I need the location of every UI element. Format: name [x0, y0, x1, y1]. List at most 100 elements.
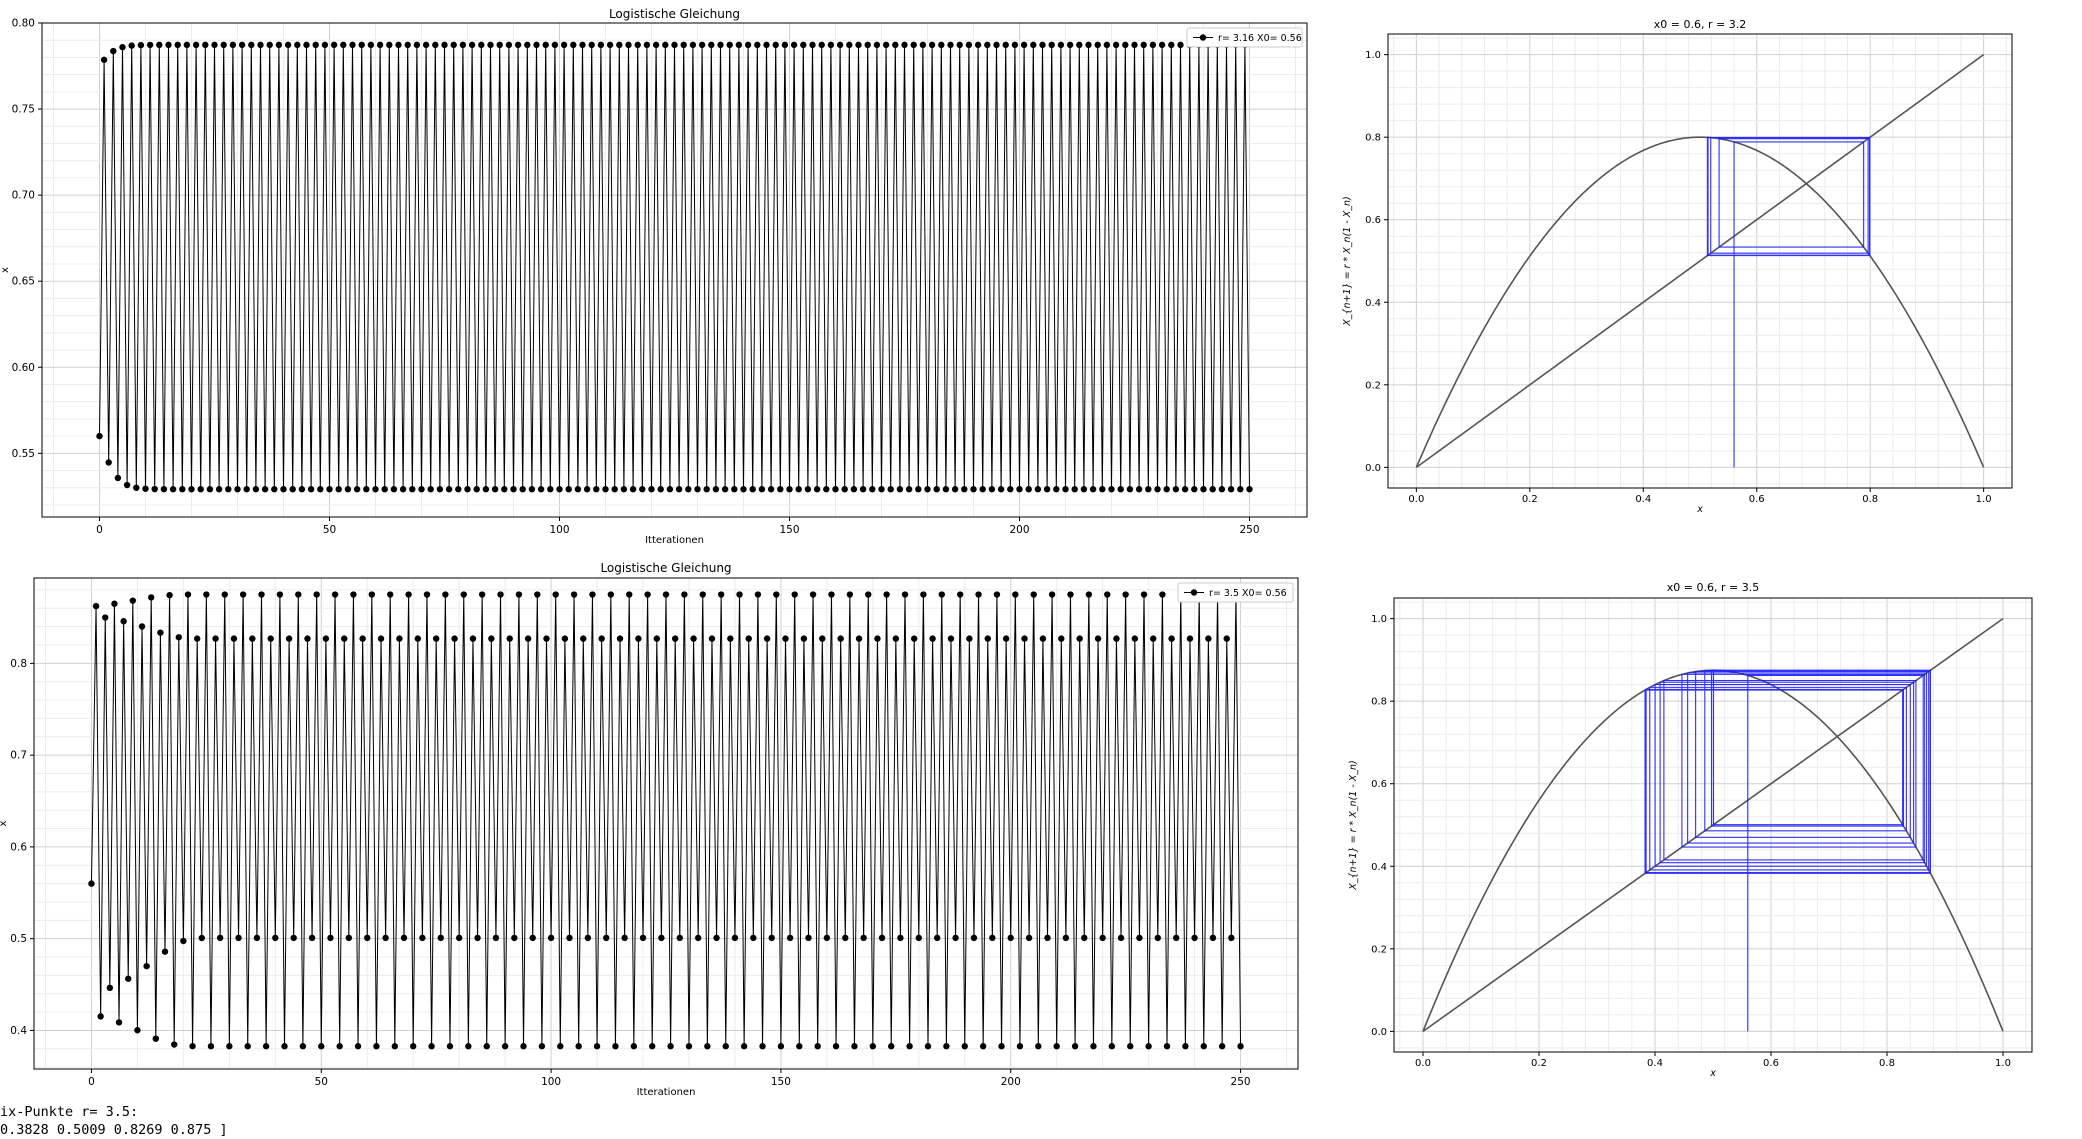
data-point: [442, 591, 449, 598]
data-point: [515, 591, 523, 598]
data-point: [344, 486, 352, 493]
data-point: [460, 591, 467, 598]
data-point: [327, 934, 334, 942]
data-point: [221, 591, 228, 598]
data-point: [1191, 486, 1198, 493]
data-point: [1122, 41, 1129, 49]
data-point: [1209, 934, 1217, 942]
x-tick-label: 250: [1239, 524, 1259, 536]
data-point: [652, 41, 660, 49]
data-point: [105, 459, 112, 466]
legend-box: [1177, 582, 1294, 603]
data-point: [979, 486, 986, 493]
data-point: [1076, 41, 1083, 49]
data-point: [330, 41, 338, 49]
data-point: [869, 1043, 877, 1050]
data-point: [735, 41, 743, 49]
data-point: [1099, 934, 1106, 942]
data-point: [1136, 934, 1143, 942]
data-point: [1237, 1043, 1244, 1050]
data-point: [920, 591, 927, 598]
data-point: [1209, 486, 1216, 493]
data-point: [777, 486, 784, 493]
data-point: [1089, 486, 1097, 493]
data-point: [869, 486, 876, 493]
data-point: [566, 934, 573, 942]
data-point: [708, 41, 715, 49]
data-point: [468, 41, 476, 49]
data-point: [341, 635, 348, 642]
data-point: [782, 635, 789, 642]
data-point: [942, 486, 950, 493]
data-point: [1104, 591, 1111, 598]
data-point: [1159, 591, 1166, 598]
data-point: [749, 486, 756, 493]
data-point: [1053, 486, 1060, 493]
data-point: [1066, 41, 1074, 49]
data-point: [1076, 635, 1083, 642]
data-point: [326, 486, 333, 493]
data-point: [988, 486, 996, 493]
data-point: [1182, 1043, 1189, 1050]
data-point: [648, 486, 655, 493]
data-point: [363, 486, 370, 493]
data-point: [1099, 486, 1106, 493]
data-point: [114, 474, 122, 482]
data-point: [1168, 41, 1175, 49]
data-point: [790, 41, 798, 49]
data-point: [938, 591, 945, 598]
data-point: [372, 486, 379, 493]
plot-frame: [1387, 33, 2013, 489]
data-point: [336, 1043, 343, 1050]
data-point: [1048, 41, 1055, 49]
y-axis-label: x: [0, 267, 11, 273]
data-point: [721, 486, 729, 493]
y-tick-label: 0.0: [1371, 1027, 1387, 1038]
x-tick-label: 0.4: [1647, 1058, 1663, 1069]
data-point: [804, 486, 812, 493]
cobweb-path: [1644, 669, 1932, 1032]
data-point: [961, 486, 968, 493]
data-point: [303, 41, 310, 49]
x-tick-label: 0.2: [1522, 494, 1538, 505]
chart-title: Logistische Gleichung: [609, 7, 740, 21]
data-point: [1172, 934, 1180, 942]
data-point: [318, 1043, 325, 1050]
data-point: [1062, 934, 1070, 942]
data-point: [102, 614, 109, 621]
data-point: [1117, 934, 1125, 942]
data-point: [1140, 41, 1147, 49]
y-tick-label: 0.5: [10, 933, 27, 945]
data-point: [331, 591, 339, 598]
data-point: [593, 486, 600, 493]
y-tick-label: 0.7: [10, 750, 27, 762]
data-point: [111, 600, 118, 607]
console-line-1: ix-Punkte r= 3.5:: [0, 1104, 139, 1120]
data-point: [910, 41, 917, 49]
data-point: [239, 591, 247, 598]
data-point: [1081, 934, 1088, 942]
y-tick-label: 0.6: [1371, 779, 1387, 790]
data-point: [428, 1043, 435, 1050]
data-point: [510, 486, 517, 493]
data-point: [851, 1043, 858, 1050]
y-axis-label: X_{n+1} = r * X_n(1 - X_n): [1342, 196, 1353, 327]
data-point: [262, 1043, 270, 1050]
data-point: [951, 486, 959, 493]
data-point: [405, 591, 412, 598]
data-point: [644, 591, 651, 598]
y-tick-label: 0.75: [12, 104, 35, 116]
data-point: [533, 41, 540, 49]
x-tick-label: 0.0: [1408, 494, 1424, 505]
chart-title: x0 = 0.6, r = 3.2: [1654, 18, 1746, 31]
data-point: [198, 934, 205, 942]
data-point: [583, 486, 591, 493]
data-point: [1223, 635, 1230, 642]
data-point: [1090, 1043, 1097, 1050]
data-point: [537, 486, 545, 493]
x-tick-label: 0.4: [1635, 494, 1651, 505]
data-point: [1030, 591, 1037, 598]
data-point: [575, 1043, 582, 1050]
x-tick-label: 150: [771, 1076, 791, 1088]
data-point: [280, 486, 287, 493]
